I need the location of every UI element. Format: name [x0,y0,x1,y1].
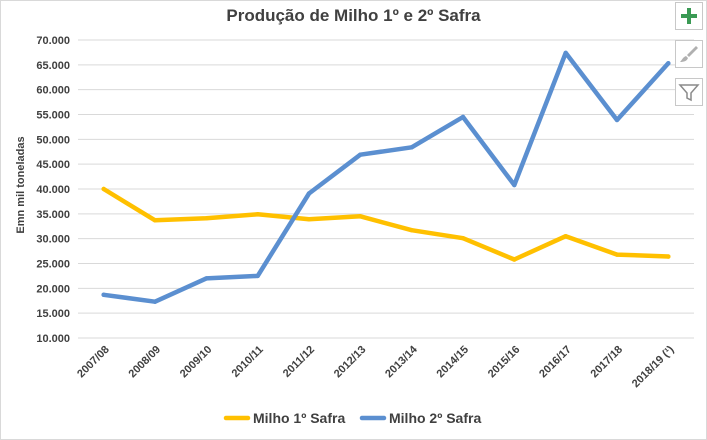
y-tick-label: 70.000 [36,35,70,47]
data-point [460,114,466,120]
x-tick-label: 2011/12 [281,344,317,380]
data-point [101,292,106,297]
data-point [409,145,414,150]
chart-styles-button[interactable] [675,40,703,68]
data-point [204,276,209,281]
data-point [306,191,312,196]
y-tick-label: 60.000 [36,85,70,97]
series-line-2 [101,50,671,304]
y-tick-label: 25.000 [36,259,70,271]
x-tick-label: 2009/10 [178,344,215,381]
data-point [306,217,312,222]
series-lines [101,50,671,304]
y-tick-label: 10.000 [36,333,70,345]
y-tick-label: 20.000 [36,283,70,295]
gridlines [78,39,694,339]
y-tick-label: 65.000 [36,60,70,72]
y-tick-labels: 10.000 15.000 20.000 25.000 30.000 35.000 40.0… [36,35,70,345]
y-tick-label: 45.000 [36,159,70,171]
data-point [512,257,517,262]
y-axis-label: Emn mil toneladas [15,136,27,233]
x-tick-label: 2012/13 [332,344,369,381]
data-point [358,214,363,219]
data-point [409,228,414,233]
add-chart-element-button[interactable] [675,2,703,30]
x-tick-label: 2018/19 (¹) [630,343,677,390]
data-point [563,233,568,239]
data-point [460,235,466,241]
x-tick-label: 2010/11 [230,344,266,380]
data-point [152,299,158,304]
funnel-icon [678,84,700,102]
data-point [614,117,620,123]
data-point [358,152,363,157]
legend: Milho 1º Safra Milho 2º Safra [223,410,481,426]
legend-label: Milho 1º Safra [253,410,345,426]
y-tick-label: 15.000 [36,308,70,320]
chart-title: Produção de Milho 1º e 2º Safra [226,6,481,25]
series-line-1 [101,186,671,262]
data-point [666,254,671,259]
data-point [614,252,620,257]
y-tick-label: 40.000 [36,184,70,196]
y-tick-label: 35.000 [36,209,70,221]
x-tick-label: 2014/15 [435,344,472,381]
plus-icon [681,8,697,24]
chart-filters-button[interactable] [675,78,703,106]
data-point [255,273,260,279]
y-tick-label: 55.000 [36,110,70,122]
legend-label: Milho 2º Safra [389,410,481,426]
x-tick-label: 2008/09 [127,344,164,381]
data-point [512,182,517,188]
data-point [204,216,209,221]
x-tick-label: 2017/18 [589,344,626,381]
data-point [666,61,671,66]
x-tick-label: 2007/08 [75,344,112,381]
x-tick-label: 2013/14 [383,343,420,380]
x-tick-labels: 2007/08 2008/09 2009/10 2010/11 2011/12 2012/… [75,343,677,390]
brush-icon [680,46,698,62]
x-tick-label: 2016/17 [537,344,574,381]
data-point [563,50,568,56]
data-point [152,218,158,223]
y-tick-label: 50.000 [36,134,70,146]
x-tick-label: 2015/16 [486,344,523,381]
y-tick-label: 30.000 [36,234,70,246]
data-point [255,212,260,217]
data-point [101,186,106,192]
